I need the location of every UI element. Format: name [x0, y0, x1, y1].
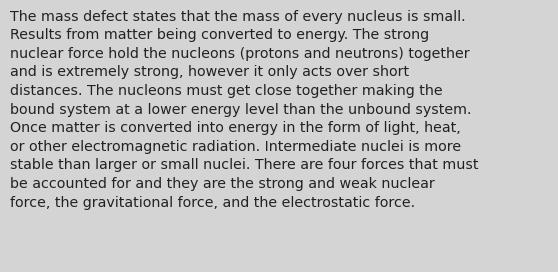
Text: The mass defect states that the mass of every nucleus is small.
Results from mat: The mass defect states that the mass of … — [10, 10, 479, 210]
